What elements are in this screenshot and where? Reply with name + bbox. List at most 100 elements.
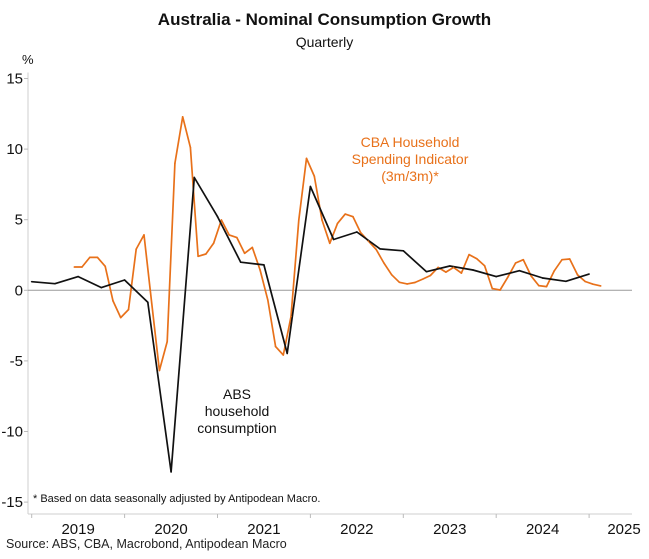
cba-data-point bbox=[522, 258, 525, 261]
cba-data-point bbox=[592, 283, 594, 286]
cba-data-point bbox=[359, 231, 362, 234]
abs-data-point bbox=[193, 176, 196, 179]
cba-data-point bbox=[390, 273, 393, 276]
cba-data-point bbox=[228, 234, 230, 236]
cba-data-point bbox=[383, 262, 385, 264]
cba-data-point bbox=[282, 354, 285, 356]
x-tick-label: 2023 bbox=[433, 521, 466, 538]
cba-data-point bbox=[336, 222, 339, 225]
x-tick-label: 2021 bbox=[247, 521, 280, 538]
cba-data-point bbox=[73, 266, 76, 268]
cba-data-point bbox=[545, 285, 548, 288]
cba-data-point bbox=[468, 253, 470, 256]
abs-data-point bbox=[54, 282, 56, 285]
cba-data-point bbox=[220, 219, 223, 221]
cba-data-point bbox=[212, 242, 215, 245]
chart-footnote: * Based on data seasonally adjusted by A… bbox=[33, 493, 321, 505]
cba-data-point bbox=[507, 276, 509, 278]
cba-data-point bbox=[81, 266, 83, 268]
cba-data-point bbox=[189, 146, 192, 149]
x-tick-label: 2020 bbox=[154, 521, 187, 538]
cba-data-point bbox=[421, 278, 424, 280]
cba-data-point bbox=[584, 280, 587, 283]
cba-data-point bbox=[205, 253, 207, 255]
cba-data-point bbox=[460, 272, 463, 274]
cba-data-point bbox=[158, 369, 161, 372]
cba-data-point bbox=[491, 287, 494, 290]
abs-data-point bbox=[239, 261, 242, 264]
abs-series-label: ABS household consumption bbox=[187, 386, 287, 437]
cba-data-point bbox=[553, 270, 556, 272]
cba-data-point bbox=[96, 256, 99, 259]
cba-data-point bbox=[305, 157, 308, 160]
cba-data-point bbox=[599, 285, 602, 287]
y-tick-label: 0 bbox=[15, 282, 23, 299]
abs-data-point bbox=[286, 352, 288, 355]
cba-data-point bbox=[530, 274, 532, 277]
cba-data-point bbox=[236, 236, 238, 239]
abs-data-point bbox=[425, 270, 428, 273]
cba-data-point bbox=[274, 345, 277, 348]
cba-data-point bbox=[406, 283, 408, 285]
abs-label-line: ABS bbox=[222, 386, 251, 402]
cba-data-point bbox=[321, 219, 323, 221]
cba-data-point bbox=[514, 262, 517, 264]
abs-data-point bbox=[541, 277, 544, 279]
abs-data-point bbox=[263, 264, 265, 266]
abs-data-point bbox=[170, 471, 172, 473]
cba-data-point bbox=[112, 300, 114, 302]
abs-data-point bbox=[216, 215, 219, 218]
cba-data-point bbox=[88, 256, 91, 259]
cba-data-point bbox=[243, 252, 246, 255]
cba-data-point bbox=[313, 175, 316, 177]
abs-data-point bbox=[495, 275, 498, 278]
x-tick-label: 2019 bbox=[61, 521, 94, 538]
y-tick-label: 15 bbox=[6, 71, 23, 88]
abs-data-point bbox=[518, 269, 521, 272]
cba-data-point bbox=[104, 265, 107, 268]
cba-data-point bbox=[150, 302, 153, 304]
cba-data-point bbox=[537, 284, 540, 287]
abs-consumption-line bbox=[31, 176, 590, 473]
abs-data-point bbox=[147, 301, 149, 304]
cba-label-line: CBA Household bbox=[360, 134, 460, 150]
abs-data-point bbox=[100, 286, 103, 289]
cba-data-point bbox=[499, 289, 501, 291]
abs-data-point bbox=[309, 185, 312, 188]
chart-title: Australia - Nominal Consumption Growth bbox=[157, 10, 492, 29]
abs-data-point bbox=[565, 280, 567, 283]
cba-data-point bbox=[328, 242, 331, 245]
cba-data-point bbox=[143, 234, 145, 236]
cba-data-point bbox=[375, 248, 378, 251]
cba-data-point bbox=[568, 258, 571, 260]
y-tick-label: 10 bbox=[6, 141, 23, 158]
cba-data-point bbox=[119, 316, 122, 319]
cba-data-point bbox=[398, 281, 401, 284]
cba-data-point bbox=[367, 240, 370, 242]
abs-label-line: consumption bbox=[197, 420, 277, 436]
x-tick-label: 2024 bbox=[526, 521, 559, 538]
cba-data-point bbox=[267, 299, 269, 301]
cba-data-point bbox=[414, 281, 416, 284]
abs-data-point bbox=[77, 275, 79, 278]
chart-source: Source: ABS, CBA, Macrobond, Antipodean … bbox=[6, 537, 287, 551]
abs-label-line: household bbox=[204, 403, 270, 419]
cba-data-point bbox=[352, 215, 354, 218]
cba-data-point bbox=[290, 315, 292, 318]
y-axis-unit-label: % bbox=[22, 52, 34, 67]
cba-data-point bbox=[445, 271, 447, 273]
cba-data-point bbox=[561, 258, 563, 261]
cba-data-point bbox=[429, 274, 432, 277]
cba-data-point bbox=[259, 269, 261, 271]
x-tick-label: 2022 bbox=[340, 521, 373, 538]
abs-data-point bbox=[379, 248, 381, 250]
y-tick-label: -5 bbox=[10, 353, 23, 370]
cba-data-point bbox=[452, 266, 455, 269]
cba-data-point bbox=[344, 213, 347, 215]
abs-data-point bbox=[588, 273, 590, 275]
abs-data-point bbox=[472, 269, 474, 271]
cba-data-point bbox=[127, 308, 130, 311]
abs-data-point bbox=[123, 279, 126, 281]
x-tick-label: 2025 bbox=[607, 521, 640, 538]
